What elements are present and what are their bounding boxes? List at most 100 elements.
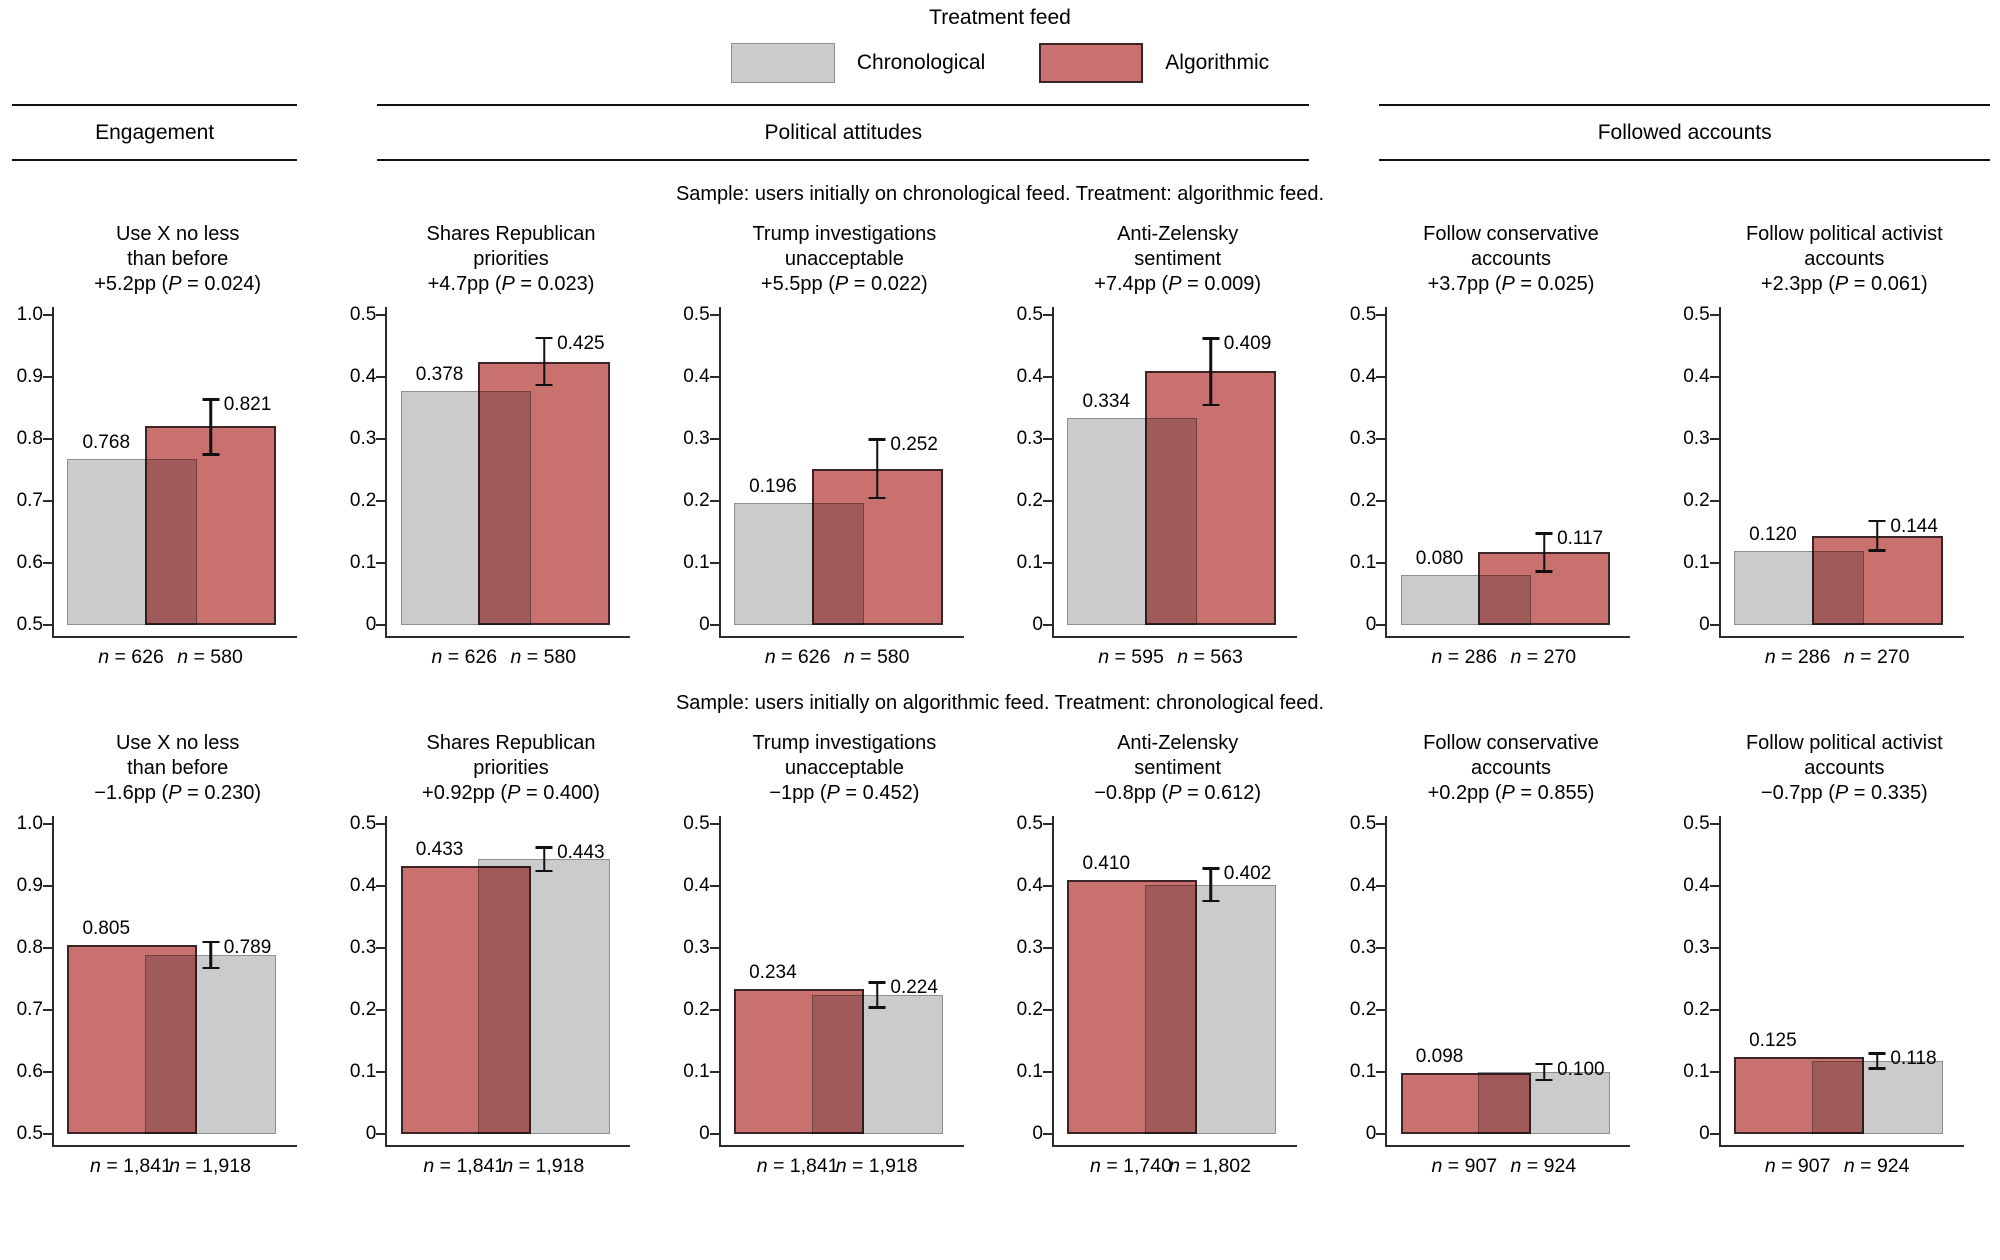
sample-size-row: n = 1,841 n = 1,918 [719, 1147, 964, 1179]
y-tick-label: 0.5 [16, 1123, 43, 1144]
y-tick-label: 0.1 [1349, 552, 1377, 573]
y-tick-label: 0.4 [349, 875, 377, 896]
y-tick-mark [1709, 624, 1719, 626]
sample-size-row: n = 1,841 n = 1,918 [52, 1147, 297, 1179]
y-tick-label: 0.2 [349, 490, 377, 511]
chart-area: 0.5 0.4 0.3 0.2 0.1 0 0.080 0.117 [1333, 304, 1666, 638]
sample-size-label: n = 924 [1843, 1155, 1910, 1177]
sample-size-label: n = 1,802 [1169, 1155, 1251, 1177]
y-tick-label: 0.7 [16, 999, 43, 1020]
error-bar-cap-top [1202, 867, 1220, 870]
bar-chronological [1145, 884, 1277, 1134]
error-bar-cap-bottom [868, 1006, 886, 1009]
chart-area: 0.5 0.4 0.3 0.2 0.1 0 0.196 0.252 [667, 304, 1000, 638]
sample-size-label: n = 286 [1764, 646, 1831, 668]
plot-area: 0.125 0.118 [1709, 816, 1964, 1147]
error-bar-cap-top [1535, 532, 1553, 535]
bar-value-label: 0.789 [223, 936, 272, 958]
legend-item-algorithmic: Algorithmic [1039, 43, 1269, 83]
error-bar-cap-top [868, 438, 886, 441]
sample-size-row: n = 286 n = 270 [1385, 638, 1630, 670]
bar-value-label: 0.821 [223, 394, 272, 416]
y-tick-mark [1376, 624, 1386, 626]
y-tick-mark [709, 1133, 719, 1135]
y-tick-mark [376, 1009, 386, 1011]
effect-size-label: +0.2pp (P = 0.855) [1427, 782, 1595, 804]
sample-size-label: n = 1,740 [1090, 1155, 1172, 1177]
plot-area: 0.378 0.425 [376, 307, 631, 638]
panel-title: Follow political activist accounts +2.3pp … [1695, 222, 1994, 297]
panel-title-line: priorities [473, 248, 549, 270]
error-bar-cap-bottom [1202, 899, 1220, 903]
effect-size-label: −1pp (P = 0.452) [769, 782, 920, 804]
bar-value-label: 0.768 [82, 431, 131, 453]
y-tick-label: 0.6 [16, 552, 43, 573]
chart-area: 0.5 0.4 0.3 0.2 0.1 0 0.378 0.425 [333, 304, 666, 638]
y-tick-label: 0.3 [1349, 428, 1377, 449]
y-tick-label: 0.2 [1349, 490, 1377, 511]
panel-title: Shares Republican priorities +0.92pp (P = … [361, 731, 660, 806]
panel-title: Use X no less than before −1.6pp (P = 0.23… [28, 731, 327, 806]
sample-size-row: n = 286 n = 270 [1719, 638, 1964, 670]
y-tick-mark [1043, 314, 1052, 316]
y-tick-label: 0.3 [349, 937, 377, 958]
sample-size-label: n = 1,918 [835, 1155, 918, 1177]
y-tick-mark [43, 438, 52, 440]
bar-value-label: 0.100 [1557, 1058, 1605, 1080]
panel-grid: Use X no less than before −1.6pp (P = 0.23… [0, 725, 2000, 1179]
effect-size-label: −0.8pp (P = 0.612) [1094, 782, 1262, 804]
panel-title-line: Shares Republican [426, 223, 596, 245]
y-tick-mark [1043, 823, 1052, 825]
chart-row-1: Sample: users initially on chronological… [0, 183, 2000, 670]
y-tick-mark [1376, 314, 1386, 316]
panel-title-line: Use X no less [115, 223, 240, 245]
y-tick-mark [1043, 438, 1052, 440]
section-engagement: Engagement [12, 104, 298, 161]
error-bar-cap-top [1535, 1062, 1553, 1066]
y-tick-mark [376, 624, 386, 626]
y-tick-label: 0.5 [1349, 813, 1377, 834]
sample-size-label: n = 626 [764, 646, 831, 668]
y-tick-mark [1376, 823, 1386, 825]
sample-size-label: n = 907 [1764, 1155, 1831, 1177]
y-tick-label: 0.2 [683, 490, 710, 511]
panel-title: Anti-Zelensky sentiment −0.8pp (P = 0.612) [1028, 731, 1327, 806]
bar-value-label: 0.805 [82, 917, 131, 939]
y-tick-mark [709, 376, 719, 378]
panel-title-line: Trump investigations [752, 223, 937, 245]
y-tick-label: 0 [365, 1123, 377, 1144]
y-tick-label: 0.4 [1683, 875, 1710, 896]
error-bar-cap-top [1202, 337, 1220, 340]
y-tick-mark [376, 823, 386, 825]
y-tick-label: 0.1 [349, 552, 377, 573]
y-tick-mark [43, 624, 52, 626]
y-tick-mark [376, 1071, 386, 1073]
y-tick-label: 0.5 [349, 813, 377, 834]
panel-title-line: Follow political activist [1745, 223, 1943, 245]
panel-title-line: unacceptable [784, 248, 904, 270]
panel-title-line: Follow conservative [1423, 223, 1599, 245]
sample-caption: Sample: users initially on chronological… [675, 183, 1325, 205]
y-tick-mark [1709, 376, 1719, 378]
error-bar-line [1542, 1062, 1546, 1082]
y-tick-mark [1709, 885, 1719, 887]
y-axis-labels: 0.5 0.4 0.3 0.2 0.1 0 [1667, 304, 1719, 638]
y-tick-label: 0.2 [1016, 490, 1043, 511]
error-bar-cap-bottom [202, 453, 220, 456]
sample-size-row: n = 626 n = 580 [719, 638, 964, 670]
y-tick-label: 0.8 [16, 937, 43, 958]
y-tick-label: 0.3 [1016, 428, 1043, 449]
y-axis-labels: 0.5 0.4 0.3 0.2 0.1 0 [333, 304, 385, 638]
subplot-r1c2: Shares Republican priorities +4.7pp (P = 0… [333, 216, 666, 670]
bar-value-label: 0.118 [1890, 1048, 1937, 1070]
error-bar-cap-bottom [1535, 570, 1553, 573]
subplot-r2c4: Anti-Zelensky sentiment −0.8pp (P = 0.612)… [1000, 725, 1333, 1179]
y-tick-label: 0.3 [683, 428, 710, 449]
chronological-swatch [730, 43, 835, 83]
y-tick-label: 0.5 [683, 813, 710, 834]
panel-title-line: priorities [473, 757, 549, 779]
y-tick-mark [1376, 947, 1386, 949]
error-bar-cap-top [202, 398, 220, 401]
subplot-r1c3: Trump investigations unacceptable +5.5pp (… [667, 216, 1000, 670]
